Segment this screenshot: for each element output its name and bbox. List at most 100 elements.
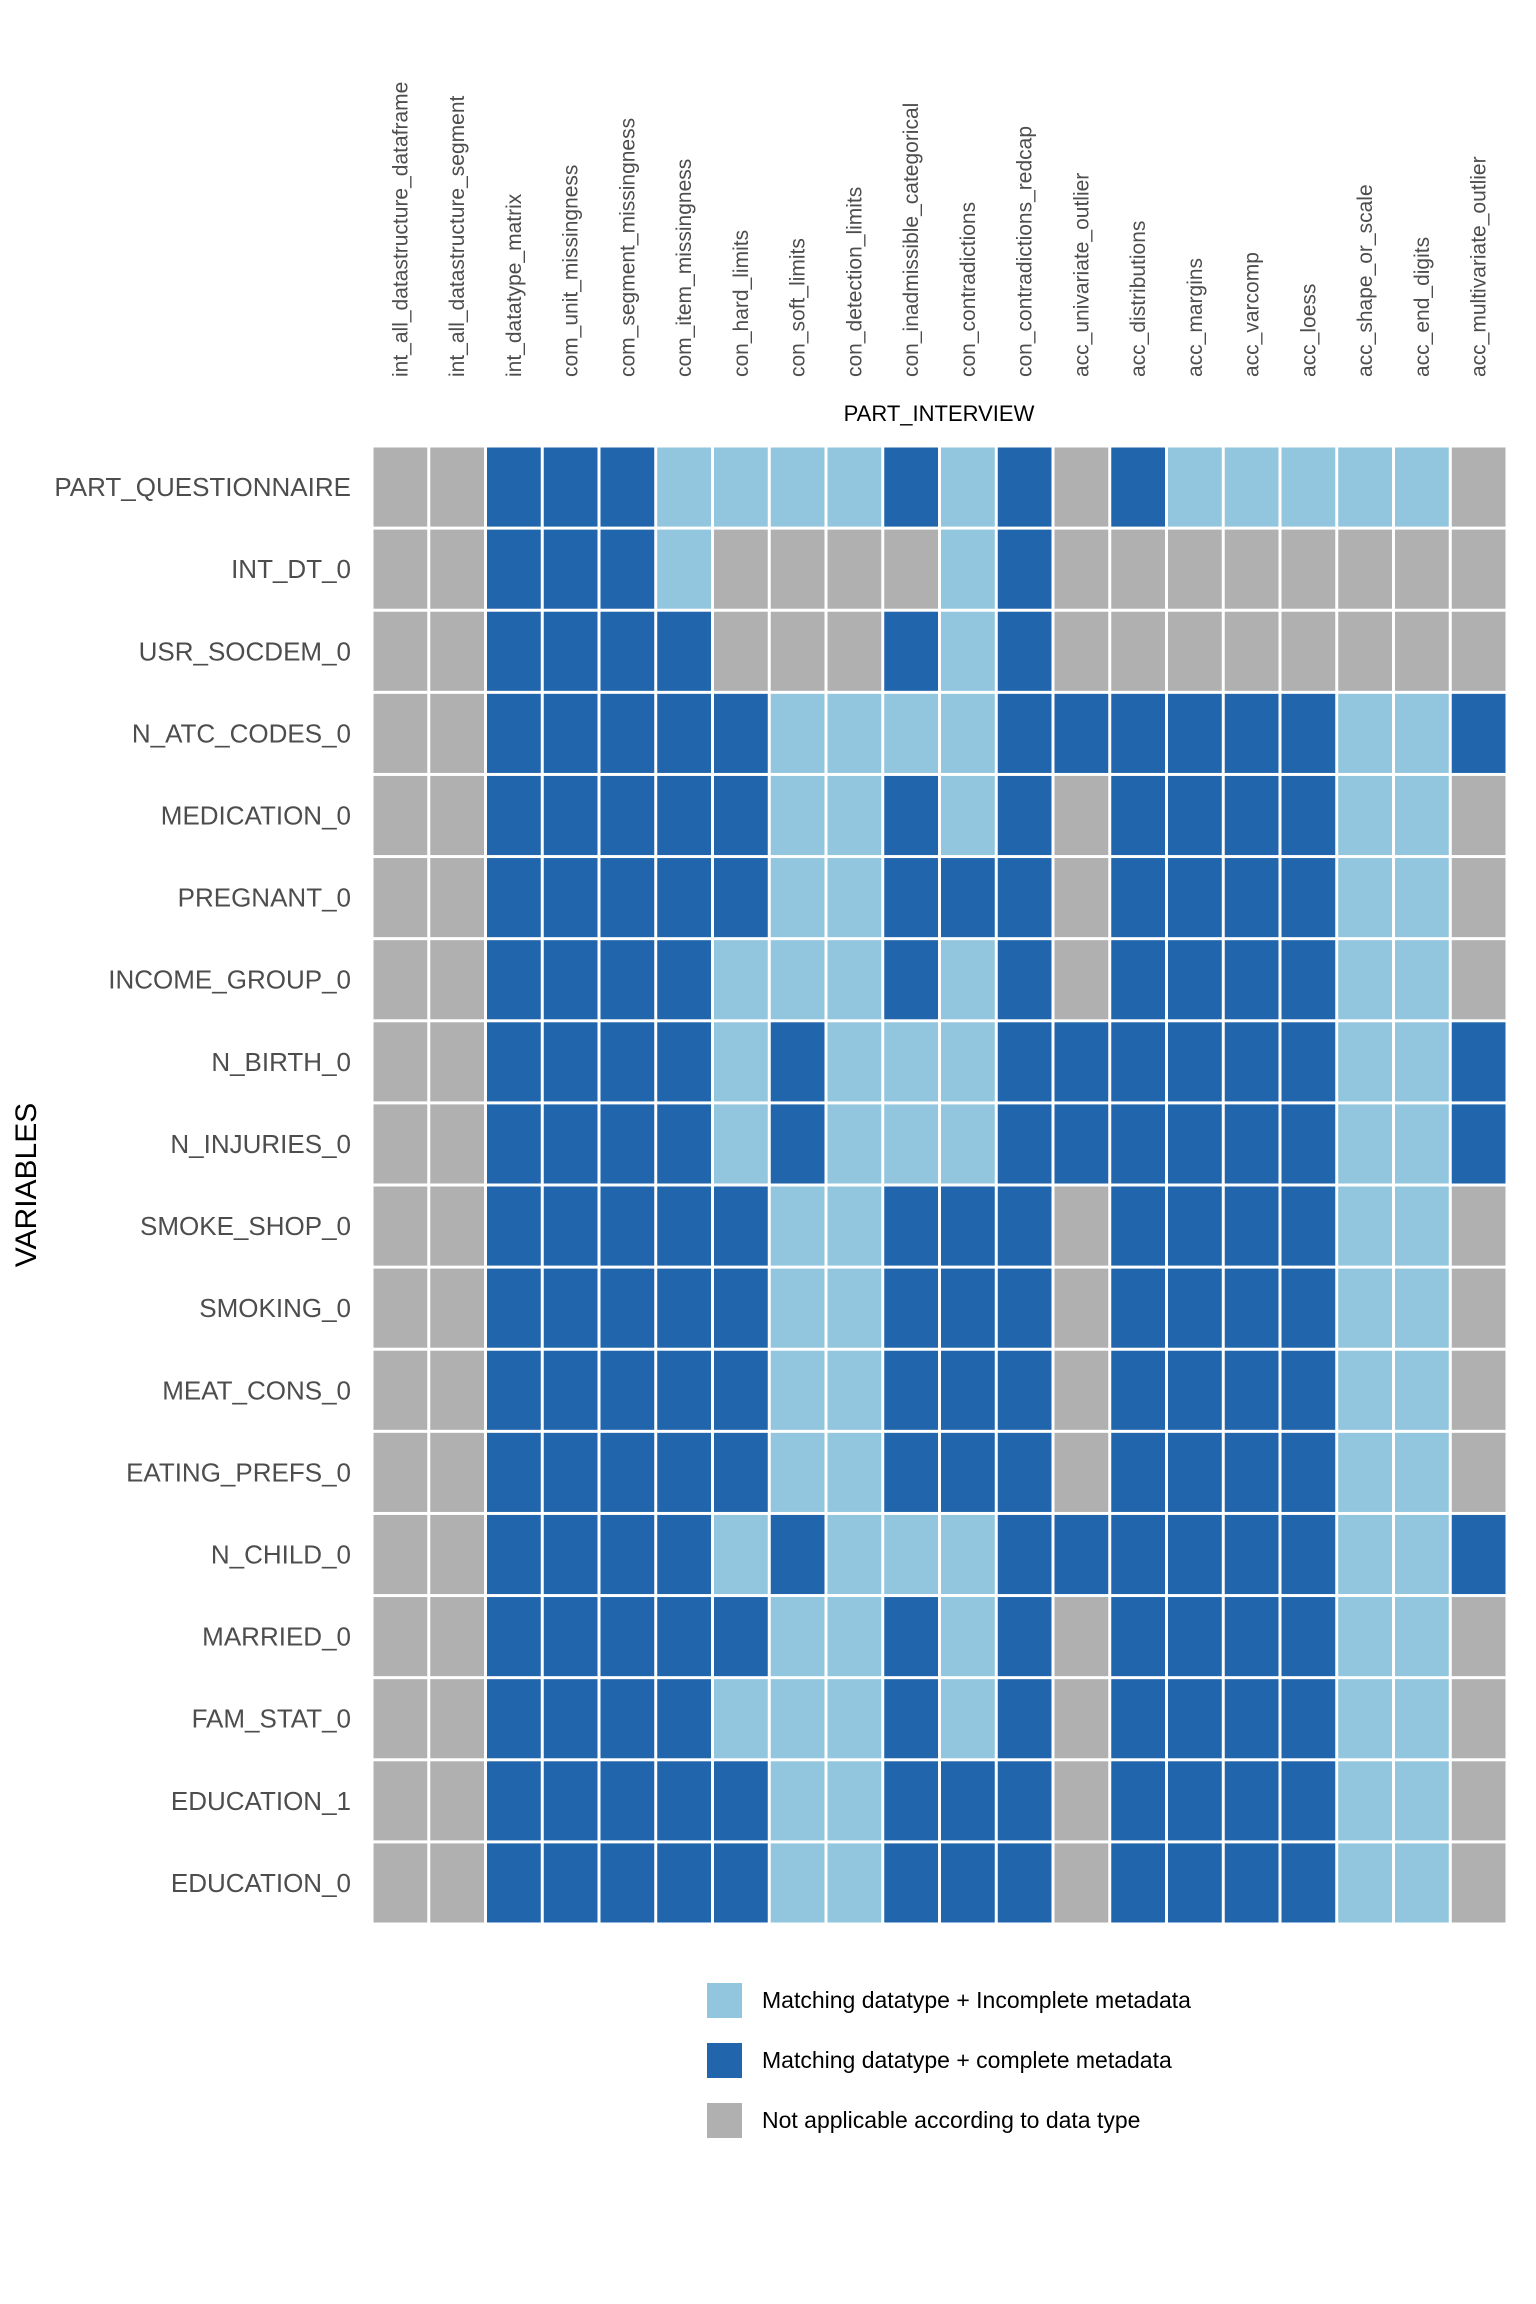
heatmap-cell [997,1843,1052,1923]
y-tick-labels: PART_QUESTIONNAIRE INT_DT_0 USR_SOCDEM_0 N_… [54,472,351,1898]
y-tick-label: N_INJURIES_0 [170,1129,351,1159]
heatmap-cell [600,447,655,527]
heatmap-cell [543,611,598,691]
heatmap-cell [600,611,655,691]
heatmap-cell [1281,1104,1336,1184]
heatmap-cell [600,1268,655,1348]
x-tick-label: int_all_datastructure_segment [446,95,469,377]
heatmap-cell [1451,529,1506,609]
heatmap-cell [941,1514,995,1595]
heatmap-cell [600,940,655,1020]
heatmap-cell [1224,693,1279,773]
y-tick-label: PREGNANT_0 [178,883,351,913]
x-tick-label: acc_shape_or_scale [1354,184,1377,377]
x-tick-label: acc_distributions [1127,221,1150,377]
x-tick-label: acc_margins [1184,258,1207,377]
heatmap-cell [373,611,428,691]
heatmap-cell [827,1104,882,1184]
heatmap-cell [884,1761,938,1841]
heatmap-cell [827,693,882,773]
heatmap-cell [487,940,541,1020]
x-tick-label: acc_end_digits [1411,237,1434,377]
y-tick-label: EDUCATION_1 [171,1786,351,1816]
heatmap-cell [657,611,711,691]
heatmap-cell [884,940,938,1020]
heatmap-cell [1054,611,1109,691]
heatmap-cell [600,693,655,773]
heatmap-cell [1281,529,1336,609]
heatmap-cell [1451,1268,1506,1348]
heatmap-cell [1224,447,1279,527]
heatmap-cell [543,940,598,1020]
heatmap-cell [1111,940,1165,1020]
heatmap-cell [430,1843,484,1923]
y-tick-label: FAM_STAT_0 [192,1704,351,1734]
y-tick-label: MARRIED_0 [202,1622,351,1652]
y-axis-title: VARIABLES [10,1103,43,1268]
heatmap-cell [657,1597,711,1677]
heatmap-cell [997,1104,1052,1184]
heatmap-cell [1451,940,1506,1020]
heatmap-cell [827,1186,882,1266]
heatmap-cell [1111,1843,1165,1923]
heatmap-cell [714,1268,768,1348]
heatmap-cell [1451,1761,1506,1841]
heatmap-cell [1168,447,1222,527]
legend-label: Matching datatype + Incomplete metadata [762,1987,1191,2013]
heatmap-cell [941,1104,995,1184]
heatmap-cell [1054,1761,1109,1841]
heatmap-cell [1451,1186,1506,1266]
heatmap-cell [827,1350,882,1430]
heatmap-cell [1281,940,1336,1020]
heatmap-cell [884,693,938,773]
heatmap-cell [1451,775,1506,856]
heatmap-cell [884,447,938,527]
heatmap-cell [1224,1843,1279,1923]
heatmap-cell [997,611,1052,691]
heatmap-cell [1281,1761,1336,1841]
legend-label: Matching datatype + complete metadata [762,2047,1172,2073]
heatmap-cell [884,1843,938,1923]
heatmap-cell [884,1022,938,1102]
y-tick-label: MEDICATION_0 [161,801,351,831]
heatmap-cell [1395,1843,1449,1923]
heatmap-cell [1395,693,1449,773]
x-tick-label: acc_loess [1297,284,1320,377]
heatmap-cell [1054,1350,1109,1430]
heatmap-cell [1054,1432,1109,1512]
heatmap-cell [1338,1432,1392,1512]
heatmap-cell [1281,1432,1336,1512]
heatmap-cell [487,1432,541,1512]
heatmap-cell [941,447,995,527]
heatmap-cell [827,1843,882,1923]
heatmap-cell [1054,529,1109,609]
heatmap-cell [373,940,428,1020]
heatmap-cell [997,1597,1052,1677]
heatmap-cell [657,858,711,938]
heatmap-cell [430,1104,484,1184]
heatmap-cell [1395,940,1449,1020]
heatmap-cell [941,1022,995,1102]
heatmap-cell [770,529,825,609]
heatmap-cell [1111,1186,1165,1266]
heatmap-cell [1338,775,1392,856]
heatmap-cell [1281,775,1336,856]
heatmap-cell [1224,775,1279,856]
heatmap-cell [373,775,428,856]
heatmap-cell [1451,1104,1506,1184]
heatmap-cell [1224,529,1279,609]
heatmap-cell [543,1268,598,1348]
heatmap-cell [884,529,938,609]
y-tick-label: SMOKE_SHOP_0 [140,1211,351,1241]
heatmap-cells [373,447,1506,1923]
heatmap-cell [1395,1186,1449,1266]
heatmap-cell [1224,1761,1279,1841]
x-tick-label: com_unit_missingness [560,165,583,377]
heatmap-cell [1281,1268,1336,1348]
heatmap-cell [657,775,711,856]
heatmap-cell [941,1761,995,1841]
heatmap-cell [714,1514,768,1595]
heatmap-cell [714,1186,768,1266]
heatmap-cell [884,858,938,938]
heatmap-cell [543,1843,598,1923]
